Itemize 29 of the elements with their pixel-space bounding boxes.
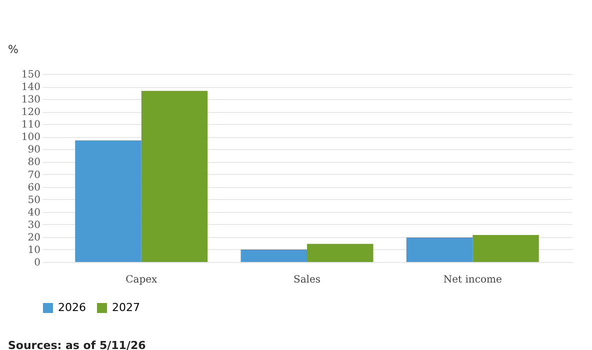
bar bbox=[75, 140, 142, 262]
x-tick-label: Net income bbox=[443, 274, 502, 286]
bar bbox=[406, 238, 473, 262]
bar bbox=[240, 249, 307, 262]
y-tick-label: 130 bbox=[21, 94, 40, 106]
y-tick-label: 100 bbox=[21, 132, 40, 144]
bar bbox=[307, 244, 374, 262]
y-tick-label: 0 bbox=[34, 258, 40, 268]
x-tick-label: Capex bbox=[126, 274, 158, 286]
source-note: Sources: as of 5/11/26 bbox=[8, 339, 146, 350]
y-tick-label: 10 bbox=[28, 244, 40, 256]
legend-label: 2026 bbox=[58, 301, 86, 314]
y-tick-label: 40 bbox=[28, 207, 40, 218]
y-tick-label: 150 bbox=[21, 70, 40, 80]
y-tick-label: 110 bbox=[21, 120, 40, 131]
x-tick-label: Sales bbox=[293, 274, 321, 286]
bar bbox=[141, 90, 208, 262]
bar bbox=[472, 235, 539, 262]
y-tick-label: 90 bbox=[28, 144, 40, 156]
y-tick-label: 60 bbox=[28, 182, 40, 194]
y-tick-label: 80 bbox=[28, 157, 40, 168]
y-tick-label: 50 bbox=[28, 194, 40, 206]
y-tick-label: 140 bbox=[21, 82, 40, 94]
y-tick-label: 30 bbox=[28, 220, 40, 231]
y-tick-label: 70 bbox=[28, 170, 40, 181]
y-axis-title: % bbox=[8, 43, 18, 56]
y-tick-label: 120 bbox=[21, 107, 40, 118]
legend-label: 2027 bbox=[112, 301, 140, 314]
y-tick-label: 20 bbox=[28, 232, 40, 244]
